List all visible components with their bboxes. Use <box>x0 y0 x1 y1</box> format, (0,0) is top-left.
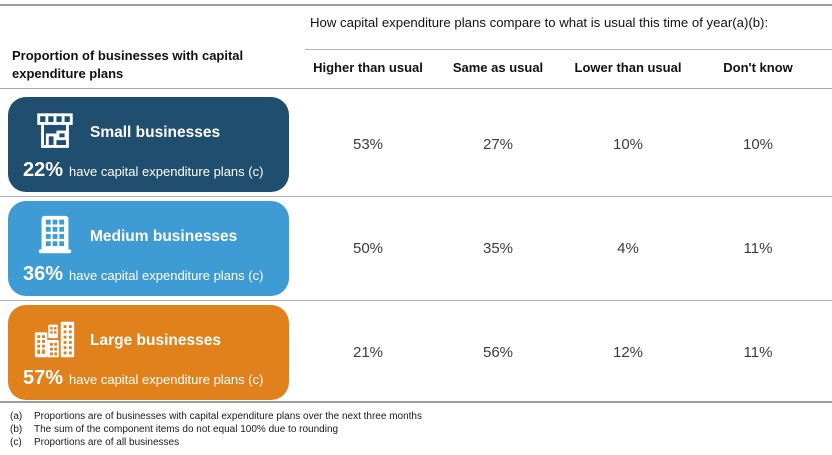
footnote-text: The sum of the component items do not eq… <box>34 424 339 436</box>
card-stat-label: have capital expenditure plans (c) <box>69 164 264 179</box>
city-buildings-icon <box>34 321 75 358</box>
comparison-title-underline <box>305 49 832 50</box>
column-header-lower: Lower than usual <box>574 60 682 75</box>
value-cell: 21% <box>352 344 384 361</box>
header-rule <box>0 88 832 89</box>
row-separator <box>0 300 832 301</box>
card-stat: 57% have capital expenditure plans (c) <box>23 367 263 390</box>
footnote-marker: (c) <box>10 437 22 449</box>
value-cell: 35% <box>482 240 514 257</box>
value-cell: 10% <box>742 136 774 153</box>
value-cell: 4% <box>617 240 639 257</box>
footnote-text: Proportions are of businesses with capit… <box>34 411 422 422</box>
footnote-c: (c) Proportions are of all businesses <box>10 436 422 449</box>
top-rule <box>0 4 832 6</box>
card-stat-label: have capital expenditure plans (c) <box>69 372 264 387</box>
value-cell: 56% <box>482 344 514 361</box>
small-businesses-card: Small businesses 22% have capital expend… <box>8 97 289 192</box>
large-businesses-card: Large businesses 57% have capital expend… <box>8 305 289 400</box>
comparison-title: How capital expenditure plans compare to… <box>310 15 769 30</box>
column-header-higher: Higher than usual <box>313 60 423 75</box>
footnote-marker: (b) <box>10 424 23 436</box>
office-building-icon <box>38 215 72 254</box>
storefront-icon <box>37 113 73 148</box>
bottom-rule <box>0 401 832 403</box>
card-title: Small businesses <box>90 124 221 141</box>
card-title: Medium businesses <box>90 228 238 245</box>
card-stat-value: 36% <box>23 263 64 285</box>
medium-businesses-values: 50% 35% 4% 11% <box>303 201 823 296</box>
large-businesses-values: 21% 56% 12% 11% <box>303 305 823 400</box>
value-cell: 11% <box>743 344 773 361</box>
value-cell: 11% <box>743 240 773 257</box>
row-separator <box>0 196 832 197</box>
card-stat-label: have capital expenditure plans (c) <box>69 268 264 283</box>
medium-businesses-card: Medium businesses 36% have capital expen… <box>8 201 289 296</box>
value-cell: 10% <box>612 136 644 153</box>
footnotes: (a) Proportions are of businesses with c… <box>10 410 422 450</box>
footnote-text: Proportions are of all businesses <box>34 437 180 449</box>
card-stat: 22% have capital expenditure plans (c) <box>23 159 263 182</box>
card-stat-value: 57% <box>23 367 64 389</box>
footnote-b: (b) The sum of the component items do no… <box>10 423 422 436</box>
card-stat-value: 22% <box>23 159 64 181</box>
value-cell: 12% <box>612 344 644 361</box>
value-cell: 50% <box>352 240 384 257</box>
column-header-dont-know: Don't know <box>723 60 793 75</box>
card-title: Large businesses <box>90 332 221 349</box>
card-stat: 36% have capital expenditure plans (c) <box>23 263 263 286</box>
column-header-same: Same as usual <box>452 60 544 75</box>
value-cell: 53% <box>352 136 384 153</box>
small-businesses-values: 53% 27% 10% 10% <box>303 97 823 192</box>
row-group-header: Proportion of businesses with capital ex… <box>12 48 244 81</box>
footnote-marker: (a) <box>10 411 23 422</box>
column-headers: Higher than usual Same as usual Lower th… <box>303 60 823 84</box>
footnote-a: (a) Proportions are of businesses with c… <box>10 410 422 423</box>
value-cell: 27% <box>482 136 514 153</box>
